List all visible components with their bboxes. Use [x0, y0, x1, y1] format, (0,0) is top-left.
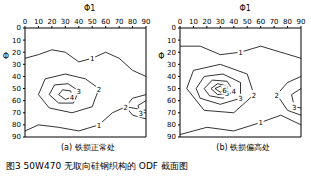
- svg-text:50: 50: [88, 18, 97, 26]
- html-text:Φ1: Φ1: [84, 4, 96, 13]
- svg-text:20: 20: [12, 49, 21, 57]
- svg-text:50: 50: [167, 85, 176, 93]
- svg-text:2: 2: [123, 104, 127, 112]
- svg-text:2: 2: [96, 86, 100, 94]
- svg-text:10: 10: [189, 18, 198, 26]
- svg-text:80: 80: [283, 18, 292, 26]
- svg-text:80: 80: [12, 121, 21, 129]
- html-text:图3 50W470 无取向硅钢织构的 ODF 截面图: 图3 50W470 无取向硅钢织构的 ODF 截面图: [6, 161, 188, 171]
- svg-text:90: 90: [12, 133, 21, 141]
- svg-text:4: 4: [232, 88, 237, 96]
- svg-text:70: 70: [12, 109, 21, 117]
- svg-text:80: 80: [167, 121, 176, 129]
- svg-text:70: 70: [270, 18, 279, 26]
- svg-text:40: 40: [74, 18, 83, 26]
- svg-text:2: 2: [252, 92, 256, 100]
- svg-text:0: 0: [16, 24, 20, 32]
- svg-text:5: 5: [225, 90, 230, 99]
- svg-text:90: 90: [167, 133, 176, 141]
- svg-text:40: 40: [167, 73, 176, 81]
- svg-text:3: 3: [76, 88, 80, 96]
- svg-text:1: 1: [90, 55, 94, 63]
- svg-text:30: 30: [167, 61, 176, 69]
- svg-text:10: 10: [167, 37, 176, 45]
- svg-text:20: 20: [203, 18, 212, 26]
- svg-text:20: 20: [47, 18, 56, 26]
- svg-text:2: 2: [275, 92, 279, 100]
- svg-text:70: 70: [114, 18, 123, 26]
- svg-text:3: 3: [239, 95, 243, 103]
- html-text:Φ1: Φ1: [239, 4, 251, 13]
- svg-text:70: 70: [167, 109, 176, 117]
- html-text:(b) 铁损偏高处: (b) 铁损偏高处: [216, 143, 271, 152]
- svg-text:60: 60: [256, 18, 265, 26]
- svg-text:1: 1: [96, 122, 100, 130]
- svg-text:90: 90: [141, 18, 150, 26]
- html-text:(a) 铁损正常处: (a) 铁损正常处: [60, 143, 115, 152]
- svg-text:3: 3: [138, 110, 142, 118]
- svg-text:50: 50: [243, 18, 252, 26]
- svg-text:60: 60: [101, 18, 110, 26]
- svg-text:50: 50: [12, 85, 21, 93]
- svg-text:30: 30: [61, 18, 70, 26]
- svg-text:80: 80: [128, 18, 137, 26]
- html-text:Φ: Φ: [158, 52, 165, 61]
- svg-text:1: 1: [259, 119, 263, 127]
- svg-text:4: 4: [70, 94, 75, 102]
- svg-text:0: 0: [23, 18, 27, 26]
- html-text:Φ: Φ: [2, 52, 9, 61]
- svg-text:30: 30: [216, 18, 225, 26]
- svg-text:0: 0: [172, 24, 176, 32]
- svg-text:30: 30: [12, 61, 21, 69]
- svg-text:20: 20: [167, 49, 176, 57]
- svg-text:0: 0: [178, 18, 182, 26]
- svg-text:10: 10: [34, 18, 43, 26]
- svg-text:60: 60: [167, 97, 176, 105]
- svg-text:40: 40: [12, 73, 21, 81]
- svg-text:90: 90: [297, 18, 303, 26]
- svg-text:3: 3: [292, 104, 296, 112]
- svg-text:10: 10: [12, 37, 21, 45]
- svg-text:1: 1: [239, 49, 243, 57]
- svg-text:6: 6: [222, 87, 227, 95]
- svg-text:40: 40: [230, 18, 239, 26]
- svg-text:60: 60: [12, 97, 21, 105]
